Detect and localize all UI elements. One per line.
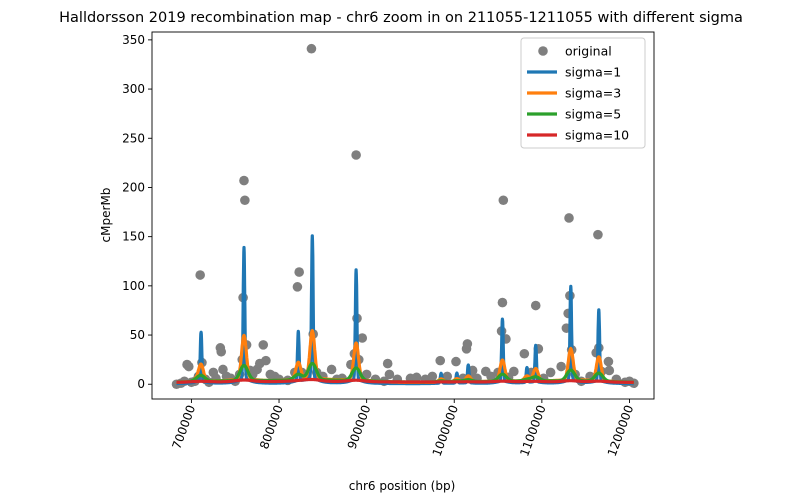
original-point bbox=[593, 229, 603, 240]
y-axis: 0 50 100 150 200 250 300 350 bbox=[122, 33, 152, 391]
y-tick-label: 350 bbox=[122, 33, 145, 47]
legend-label: original bbox=[565, 44, 612, 59]
original-point bbox=[240, 195, 250, 206]
original-point bbox=[530, 300, 541, 311]
y-tick-label: 300 bbox=[122, 82, 145, 96]
x-tick-label: 700000 bbox=[169, 403, 198, 451]
legend-label: sigma=5 bbox=[565, 107, 621, 122]
x-axis-title: chr6 position (bp) bbox=[349, 479, 456, 493]
plot-frame bbox=[151, 31, 655, 400]
original-point bbox=[411, 372, 422, 383]
legend: original sigma=1 sigma=3 sigma=5 sigma=10 bbox=[520, 37, 646, 149]
original-point bbox=[306, 43, 317, 54]
y-tick-label: 50 bbox=[130, 328, 145, 342]
x-axis: 700000 800000 900000 1000000 1100000 1200000 bbox=[169, 399, 636, 458]
legend-label: sigma=1 bbox=[565, 65, 621, 80]
plot-area bbox=[171, 43, 639, 390]
original-point bbox=[357, 333, 368, 343]
legend-label: sigma=3 bbox=[565, 86, 621, 101]
original-point bbox=[519, 348, 530, 359]
original-point bbox=[435, 355, 446, 366]
original-point bbox=[216, 346, 227, 357]
original-point bbox=[603, 356, 614, 367]
y-axis-title: cMperMb bbox=[99, 188, 113, 243]
original-point bbox=[292, 282, 303, 292]
y-tick-label: 200 bbox=[122, 180, 145, 194]
original-point bbox=[382, 358, 393, 369]
y-tick-label: 0 bbox=[137, 377, 145, 391]
original-point bbox=[258, 340, 269, 350]
legend-marker-original bbox=[538, 46, 548, 56]
original-point bbox=[442, 371, 453, 382]
series-line-sigma-10 bbox=[175, 377, 636, 384]
x-tick-label: 1000000 bbox=[430, 403, 461, 458]
original-point bbox=[462, 339, 473, 349]
original-point bbox=[564, 213, 574, 223]
original-point bbox=[361, 369, 372, 380]
original-point bbox=[604, 365, 615, 376]
original-point bbox=[498, 195, 509, 206]
original-point bbox=[545, 367, 556, 378]
original-point bbox=[497, 297, 508, 308]
x-tick-label: 900000 bbox=[345, 403, 374, 451]
original-point bbox=[294, 267, 304, 277]
original-point bbox=[384, 369, 395, 380]
x-tick-label: 1200000 bbox=[605, 403, 636, 458]
original-point bbox=[239, 175, 249, 186]
chart-title: Halldorsson 2019 recombination map - chr… bbox=[59, 10, 743, 26]
original-point bbox=[509, 366, 519, 377]
original-point bbox=[195, 270, 205, 280]
legend-box bbox=[520, 37, 646, 149]
original-point bbox=[556, 361, 566, 372]
y-tick-label: 100 bbox=[122, 279, 145, 293]
original-point bbox=[451, 356, 461, 367]
original-point bbox=[351, 150, 361, 160]
original-point bbox=[326, 364, 337, 375]
y-tick-label: 150 bbox=[122, 230, 145, 244]
original-point bbox=[486, 371, 496, 382]
x-tick-label: 1100000 bbox=[517, 403, 548, 458]
y-tick-label: 250 bbox=[122, 131, 145, 145]
original-point bbox=[261, 355, 271, 366]
original-point bbox=[183, 361, 194, 372]
original-point bbox=[427, 371, 438, 382]
legend-label: sigma=10 bbox=[565, 128, 629, 143]
x-tick-label: 800000 bbox=[257, 403, 286, 451]
